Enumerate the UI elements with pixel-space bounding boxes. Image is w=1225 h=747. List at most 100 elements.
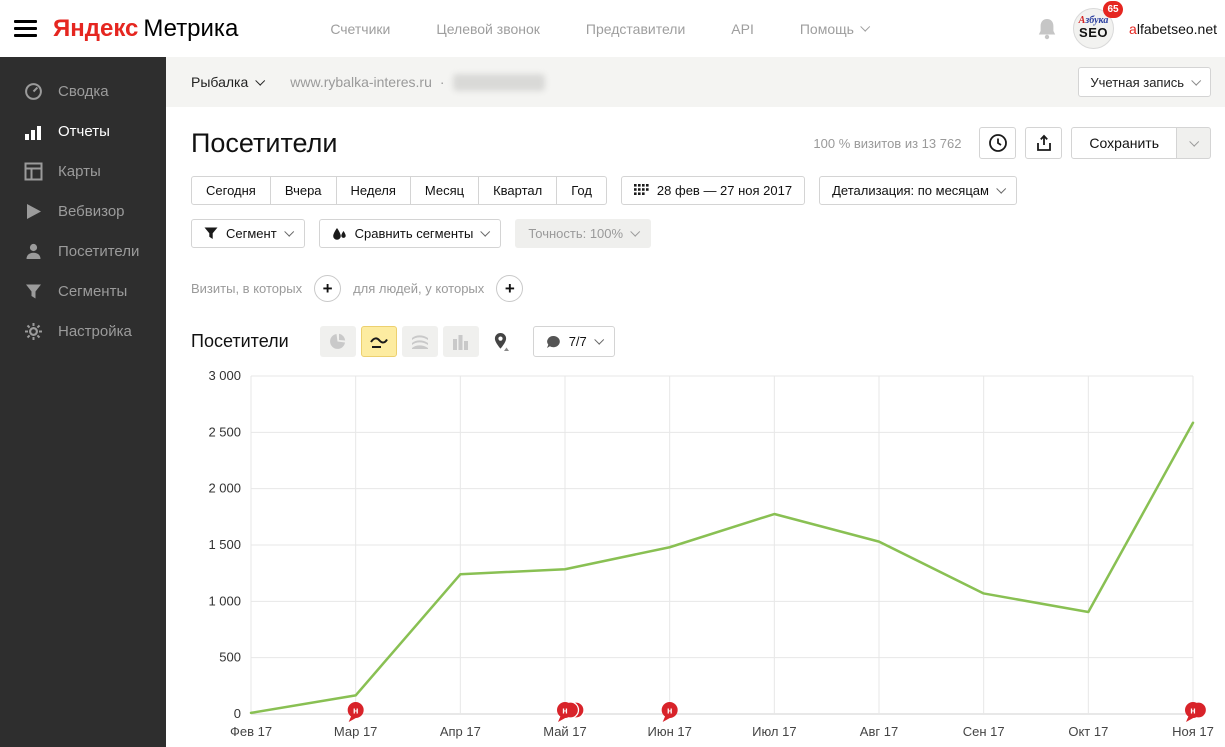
- play-icon: [27, 203, 41, 219]
- svg-text:1 500: 1 500: [208, 537, 241, 552]
- sidebar-item-webvisor[interactable]: Вебвизор: [0, 191, 166, 231]
- goals-button[interactable]: 7/7: [532, 326, 615, 357]
- chevron-down-icon: [283, 226, 294, 237]
- svg-text:Июл 17: Июл 17: [752, 724, 796, 739]
- redacted-counter-id: [452, 73, 545, 91]
- chart-type-map-button[interactable]: [484, 326, 520, 357]
- comment-bubble-icon: [546, 335, 560, 348]
- gauge-icon: [25, 82, 42, 100]
- svg-text:н: н: [667, 706, 672, 716]
- top-nav: Счетчики Целевой звонок Представители AP…: [330, 20, 871, 37]
- bell-icon[interactable]: [1036, 17, 1058, 41]
- map-pin-icon: [495, 332, 510, 351]
- report-content: Посетители 100 % визитов из 13 762: [166, 127, 1225, 747]
- line-chart: 0 500 1 000 1 500 2 000 2 500 3 000 Фев 17 Мар 1…: [208, 368, 1213, 739]
- counter-selector[interactable]: Рыбалка: [191, 74, 266, 90]
- menu-icon[interactable]: [14, 20, 37, 37]
- history-button[interactable]: [979, 127, 1017, 159]
- app-header: Яндекс Метрика Счетчики Целевой звонок Пр…: [0, 0, 1225, 57]
- visits-summary: 100 % визитов из 13 762: [813, 135, 962, 151]
- compare-segments-button[interactable]: Сравнить сегменты: [318, 219, 502, 248]
- chart-type-line-button[interactable]: [360, 326, 397, 357]
- svg-text:0: 0: [234, 706, 241, 721]
- chart-type-columns-button[interactable]: [442, 326, 479, 357]
- svg-text:2 500: 2 500: [208, 424, 241, 439]
- sidebar-item-reports[interactable]: Отчеты: [0, 111, 166, 151]
- sidebar-item-maps[interactable]: Карты: [0, 151, 166, 191]
- person-icon: [26, 243, 41, 259]
- funnel-icon: [204, 227, 218, 239]
- segment-button[interactable]: Сегмент: [191, 219, 305, 248]
- layout-icon: [24, 162, 43, 180]
- account-login[interactable]: alfabetseo.net: [1129, 20, 1217, 37]
- chart-title: Посетители: [191, 331, 289, 351]
- pie-chart-icon: [330, 333, 346, 349]
- notification-badge: 65: [1103, 1, 1124, 18]
- svg-text:2 000: 2 000: [208, 481, 241, 496]
- sidebar-item-segments[interactable]: Сегменты: [0, 271, 166, 311]
- period-quarter-button[interactable]: Квартал: [478, 176, 558, 205]
- chart-type-switcher: [319, 326, 520, 357]
- svg-text:3 000: 3 000: [208, 370, 241, 383]
- date-range-button[interactable]: 28 фев — 27 ноя 2017: [620, 176, 806, 205]
- app-logo[interactable]: Яндекс Метрика: [53, 15, 238, 43]
- sidebar-item-summary[interactable]: Сводка: [0, 71, 166, 111]
- counter-bar: Рыбалка www.rybalka-interes.ru · Учетная…: [166, 57, 1225, 107]
- sidebar-item-visitors[interactable]: Посетители: [0, 231, 166, 271]
- account-settings-button[interactable]: Учетная запись: [1078, 67, 1211, 97]
- svg-text:Фев 17: Фев 17: [230, 724, 272, 739]
- nav-api[interactable]: API: [731, 20, 754, 37]
- accuracy-button[interactable]: Точность: 100%: [515, 219, 652, 248]
- period-month-button[interactable]: Месяц: [409, 176, 480, 205]
- page-title: Посетители: [191, 127, 338, 158]
- gear-icon: [25, 322, 42, 340]
- period-year-button[interactable]: Год: [556, 176, 607, 205]
- svg-text:н: н: [1190, 706, 1195, 716]
- save-button[interactable]: Сохранить: [1071, 127, 1177, 159]
- sidebar: Сводка Отчеты Карты Вебвизор Посетители …: [0, 57, 166, 747]
- user-avatar[interactable]: Азбука SEO 65: [1073, 1, 1124, 49]
- chart-type-pie-button[interactable]: [319, 326, 356, 357]
- stacked-area-icon: [411, 335, 428, 349]
- logo-product: Метрика: [143, 14, 239, 42]
- avatar-text-bottom: SEO: [1079, 25, 1109, 41]
- period-today-button[interactable]: Сегодня: [191, 176, 271, 205]
- chevron-down-icon: [860, 21, 871, 32]
- add-visit-filter-button[interactable]: +: [314, 275, 342, 302]
- calendar-grid-icon: [633, 184, 649, 195]
- chevron-down-icon: [630, 226, 641, 237]
- svg-text:Мар 17: Мар 17: [334, 724, 378, 739]
- svg-text:Апр 17: Апр 17: [440, 724, 481, 739]
- funnel-icon: [26, 284, 41, 298]
- nav-target-call[interactable]: Целевой звонок: [436, 20, 540, 37]
- nav-help[interactable]: Помощь: [800, 21, 871, 37]
- svg-text:500: 500: [219, 650, 241, 665]
- period-week-button[interactable]: Неделя: [335, 176, 411, 205]
- chart-type-area-button[interactable]: [401, 326, 438, 357]
- svg-text:н: н: [562, 706, 567, 716]
- chevron-down-icon: [996, 183, 1007, 194]
- detail-level-button[interactable]: Детализация: по месяцам: [819, 176, 1017, 205]
- clock-icon: [989, 134, 1007, 152]
- avatar-text-top: Азбука: [1078, 15, 1109, 27]
- sidebar-item-settings[interactable]: Настройка: [0, 311, 166, 351]
- svg-text:Авг 17: Авг 17: [860, 724, 898, 739]
- bar-chart-icon: [25, 125, 41, 140]
- column-chart-icon: [453, 335, 469, 350]
- add-people-filter-button[interactable]: +: [496, 275, 524, 302]
- period-yesterday-button[interactable]: Вчера: [269, 176, 337, 205]
- nav-counters[interactable]: Счетчики: [330, 20, 391, 37]
- save-dropdown-button[interactable]: [1177, 127, 1211, 159]
- site-url: www.rybalka-interes.ru: [290, 74, 432, 90]
- main-area: Рыбалка www.rybalka-interes.ru · Учетная…: [166, 57, 1225, 747]
- chevron-down-icon: [480, 226, 491, 237]
- chevron-down-icon: [594, 334, 604, 345]
- visitors-chart[interactable]: 0 500 1 000 1 500 2 000 2 500 3 000 Фев 17 Мар 1…: [191, 368, 1213, 747]
- chevron-down-icon: [1191, 75, 1202, 86]
- line-chart-icon: [369, 336, 388, 348]
- nav-representatives[interactable]: Представители: [585, 20, 686, 37]
- export-icon: [1037, 134, 1051, 151]
- export-button[interactable]: [1025, 127, 1063, 159]
- svg-text:Июн 17: Июн 17: [647, 724, 691, 739]
- svg-text:н: н: [353, 706, 358, 716]
